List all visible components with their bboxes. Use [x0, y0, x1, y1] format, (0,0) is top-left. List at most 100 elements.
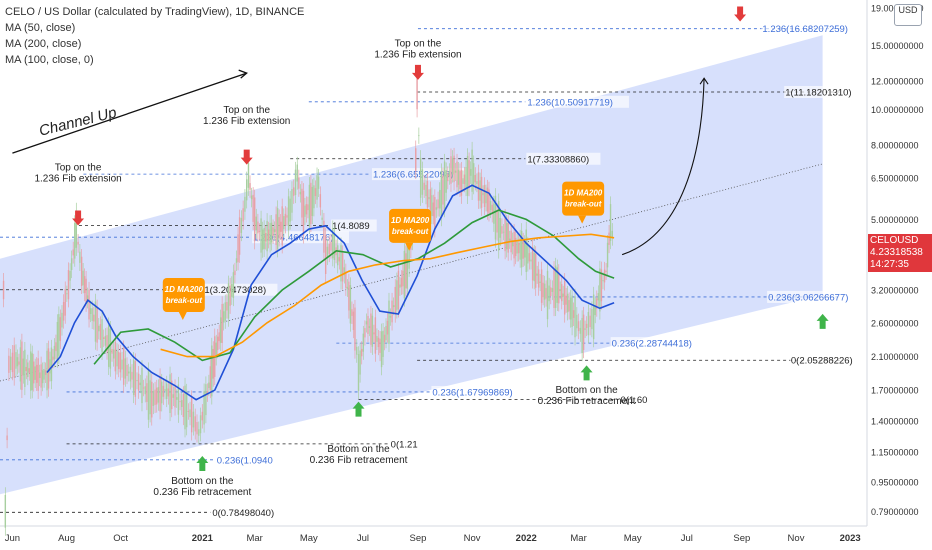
currency-badge[interactable]: USD: [894, 4, 922, 26]
price-candle-body: [255, 216, 257, 231]
price-candle-body: [522, 240, 524, 259]
price-candle-body: [554, 265, 557, 308]
price-candle-body: [416, 77, 418, 110]
price-candle-body: [83, 276, 86, 294]
price-candle-body: [540, 269, 543, 303]
price-candle-body: [134, 361, 137, 397]
price-candle-body: [605, 270, 607, 272]
price-axis-tick-label: 3.20000000: [871, 285, 919, 295]
time-axis-tick-label: Sep: [410, 533, 427, 544]
price-candle-body: [261, 229, 264, 250]
price-candle-body: [592, 294, 595, 340]
price-candle-body: [542, 282, 544, 298]
price-candle-body: [166, 383, 168, 400]
price-candle-body: [22, 358, 25, 376]
price-candle-body: [453, 155, 455, 183]
annotation-text: Bottom on the: [171, 476, 234, 487]
price-candle-body: [471, 149, 473, 192]
price-candle-body: [428, 197, 430, 200]
price-tag-symbol: CELOUSD: [870, 235, 919, 246]
price-candle-body: [164, 388, 166, 392]
price-candle-body: [450, 156, 452, 184]
fib-level-label: 0(2.05288226): [791, 356, 853, 367]
price-candle-body: [234, 270, 236, 276]
price-candle-body: [400, 277, 403, 287]
time-axis-tick-label: May: [624, 533, 642, 544]
price-candle-body: [562, 293, 564, 297]
price-candle-body: [38, 372, 41, 379]
price-candle-body: [493, 203, 495, 224]
callout-text: break-out: [166, 296, 203, 305]
price-candle-body: [283, 216, 285, 230]
price-candle-body: [472, 163, 475, 187]
price-candle-body: [237, 234, 239, 263]
price-candle-body: [531, 247, 534, 281]
fib-level-label-bg: [203, 283, 278, 296]
price-candle-body: [537, 269, 540, 288]
currency-badge-label: USD: [898, 5, 918, 15]
ma200-breakout-callout: [389, 208, 432, 243]
callout-text: 1D MA200: [165, 285, 204, 294]
price-candle-body: [408, 244, 410, 269]
price-candle-body: [263, 227, 265, 249]
price-candle-body: [530, 259, 532, 262]
price-candle-body: [221, 303, 223, 344]
price-candle-body: [13, 345, 15, 378]
price-tag-countdown: 14:27:35: [870, 259, 909, 270]
price-candle-body: [558, 271, 560, 304]
price-candle-body: [539, 281, 541, 284]
price-candle-body: [99, 324, 102, 340]
price-candle-body: [190, 398, 193, 433]
price-candle-body: [437, 199, 439, 209]
annotation-text: Bottom on the: [327, 444, 390, 455]
price-candle-body: [119, 352, 122, 373]
price-candle-body: [351, 309, 353, 316]
price-candle-body: [305, 204, 308, 215]
price-candle-body: [151, 381, 153, 418]
price-candle-body: [55, 342, 57, 352]
price-axis-tick-label: 1.15000000: [871, 447, 919, 457]
price-candle-body: [298, 177, 300, 189]
price-candle-body: [596, 298, 598, 309]
price-candle-body: [349, 285, 352, 324]
price-candle-body: [141, 367, 143, 404]
price-candle-body: [289, 198, 291, 222]
time-axis-tick-label: 2022: [516, 533, 537, 544]
price-candle-body: [337, 245, 339, 266]
channel-up-arrowhead: [238, 69, 248, 79]
price-candle-body: [112, 349, 115, 359]
price-candle-body: [6, 435, 8, 441]
fib-level-label-bg: [215, 453, 285, 466]
price-candle-body: [432, 202, 435, 217]
price-candle-body: [218, 332, 220, 342]
price-axis-tick-label: 12.00000000: [871, 76, 924, 86]
price-candle-body: [238, 217, 241, 255]
price-candle-body: [24, 349, 26, 387]
price-candle-body: [374, 317, 377, 354]
price-candle-body: [246, 179, 248, 201]
price-candle-body: [275, 214, 277, 246]
price-candle-body: [116, 350, 118, 367]
price-candle-body: [21, 341, 23, 390]
price-candle-body: [486, 187, 489, 212]
price-candle-body: [460, 169, 463, 196]
time-axis-tick-label: May: [300, 533, 318, 544]
price-candle-body: [466, 155, 469, 196]
price-candle-body: [361, 348, 363, 357]
price-candle-body: [257, 221, 259, 234]
price-candle-body: [278, 217, 280, 239]
time-axis-tick-label: Oct: [113, 533, 128, 544]
bottom-signal-arrow-up-icon: [816, 313, 829, 329]
price-candle-body: [161, 381, 163, 404]
price-candle-body: [37, 358, 39, 391]
price-candle-body: [252, 194, 254, 222]
price-tag-price: 4.23318538: [870, 247, 923, 258]
price-candle-body: [594, 305, 596, 316]
price-candle-body: [174, 387, 176, 408]
price-candle-body: [457, 169, 460, 185]
fib-level-label-bg: [784, 86, 864, 99]
dotted-trend-line: [0, 163, 823, 382]
price-candle-body: [293, 187, 295, 196]
